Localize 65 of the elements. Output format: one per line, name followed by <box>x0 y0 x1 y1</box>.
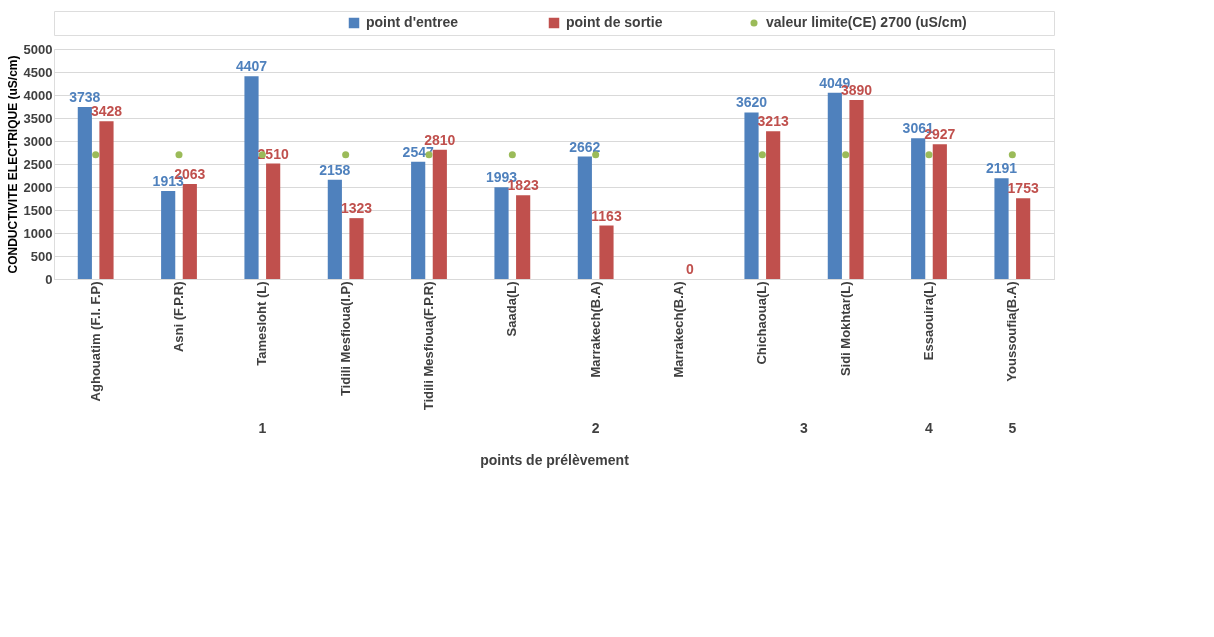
bar <box>911 138 926 279</box>
bar <box>577 156 592 279</box>
bar <box>1016 198 1031 279</box>
y-axis-title: CONDUCTIVITE ELECTRIQUE (uS/cm) <box>5 55 20 274</box>
x-tick-label: Asni (F.P.R) <box>171 281 186 353</box>
legend-label: point de sortie <box>566 14 663 30</box>
bar <box>516 195 531 279</box>
bar <box>599 225 614 279</box>
data-label: 0 <box>685 261 694 277</box>
x-axis-title: points de prélèvement <box>480 452 630 469</box>
data-label: 3738 <box>69 89 101 106</box>
bar <box>432 149 447 279</box>
bar <box>182 184 197 279</box>
y-tick-label: 5000 <box>23 41 53 57</box>
y-tick-label: 1000 <box>23 225 53 241</box>
bar <box>161 191 176 279</box>
data-label: 2810 <box>424 131 456 148</box>
data-label: 3620 <box>735 94 768 111</box>
x-tick-label: Tamesloht (L) <box>254 281 270 366</box>
x-tick-label: Youssoufia(B.A) <box>1004 281 1020 382</box>
data-label: 1323 <box>340 200 373 217</box>
bar <box>77 107 92 279</box>
bar <box>744 112 759 279</box>
bar <box>349 218 364 279</box>
x-tick-label: Essaouira(L) <box>921 281 936 361</box>
text: 4 <box>925 420 934 436</box>
text: 5 <box>1008 420 1017 436</box>
x-tick-label: Aghouatim (F.I. F.P) <box>87 281 103 402</box>
x-tick-label: Tidili Mesfioua(I.P) <box>337 281 353 397</box>
text: 2 <box>591 420 600 436</box>
y-tick-label: 3500 <box>23 110 53 126</box>
y-tick-label: 2500 <box>23 156 53 172</box>
data-label: 1163 <box>591 207 622 224</box>
y-tick-label: 2000 <box>23 179 53 195</box>
legend-label: point d'entree <box>366 14 459 30</box>
x-tick-label: Marrakech(B.A) <box>671 281 686 378</box>
bar <box>827 92 842 279</box>
y-tick-label: 3000 <box>23 133 53 149</box>
bar <box>932 144 947 279</box>
bar <box>244 76 259 279</box>
data-label: 2662 <box>569 138 601 155</box>
y-tick-label: 4000 <box>23 87 53 103</box>
text: 1 <box>258 420 267 436</box>
data-label: 2158 <box>319 161 351 178</box>
text: 3 <box>800 420 809 436</box>
bar <box>849 100 864 279</box>
y-tick-label: 500 <box>30 248 53 264</box>
x-tick-label: Tidili Mesfioua(F.P.R) <box>421 281 436 411</box>
bar <box>99 121 114 279</box>
x-tick-label: Sidi Mokhtar(L) <box>837 281 853 377</box>
data-label: 2191 <box>985 160 1018 177</box>
bar <box>494 187 509 279</box>
bar <box>266 163 281 279</box>
y-tick-label: 4500 <box>23 64 53 80</box>
bar <box>994 178 1009 279</box>
bar <box>766 131 781 279</box>
x-tick-label: Chichaoua(L) <box>754 281 770 365</box>
x-tick-label: Marrakech(B.A) <box>587 281 603 378</box>
y-tick-label: 0 <box>45 271 53 287</box>
data-label: 4407 <box>235 58 268 75</box>
y-tick-label: 1500 <box>23 202 53 218</box>
x-tick-label: Saada(L) <box>504 281 520 337</box>
bar <box>411 161 426 279</box>
bar <box>327 179 342 279</box>
legend-label: valeur limite(CE) 2700 (uS/cm) <box>766 14 967 30</box>
